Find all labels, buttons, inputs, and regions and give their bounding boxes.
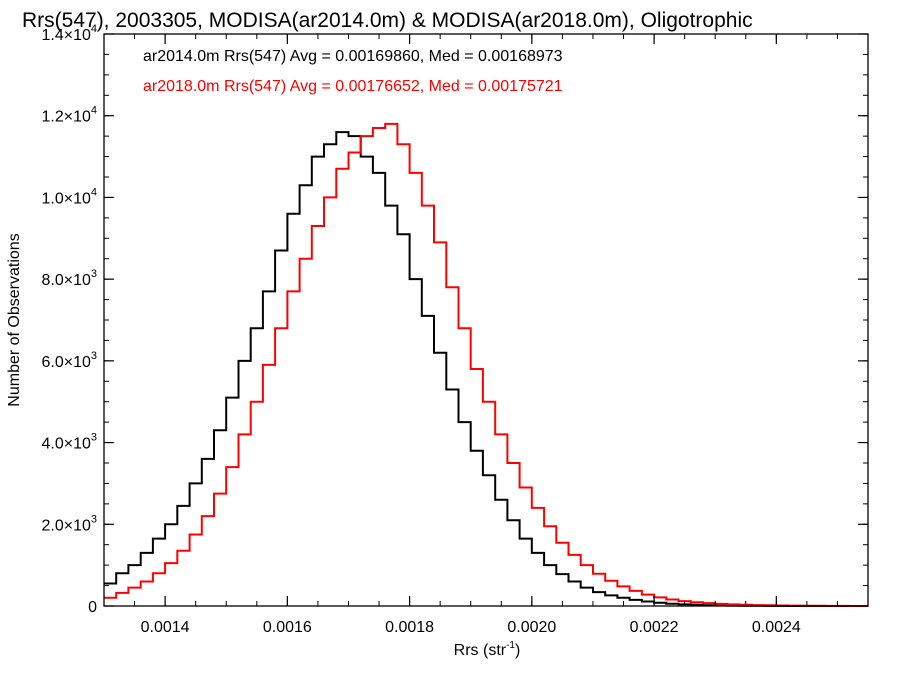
y-tick-label-mantissa: 4.0×10 — [41, 436, 90, 453]
y-tick-label-4: 8.0×103 — [41, 268, 97, 289]
series-line-1 — [104, 122, 868, 607]
annotation-ar2014: ar2014.0m Rrs(547) Avg = 0.00169860, Med… — [143, 48, 563, 65]
annotation-ar2018: ar2018.0m Rrs(547) Avg = 0.00176652, Med… — [143, 78, 563, 95]
y-axis-label: Number of Observations — [6, 233, 23, 406]
y-tick-label-exponent: 3 — [91, 432, 97, 444]
y-tick-label-mantissa: 0 — [88, 599, 97, 616]
y-tick-label-mantissa: 8.0×10 — [41, 272, 90, 289]
y-tick-label-mantissa: 2.0×10 — [41, 517, 90, 534]
y-tick-label-exponent: 4 — [91, 186, 97, 198]
y-tick-label-mantissa: 1.2×10 — [41, 109, 90, 126]
y-tick-label-6: 1.2×104 — [41, 105, 97, 126]
plot-frame — [103, 33, 869, 607]
y-tick-label-0: 0 — [88, 599, 97, 616]
y-tick-label-5: 1.0×104 — [41, 186, 97, 207]
x-tick-label-5: 0.0024 — [752, 619, 801, 636]
chart-title: Rrs(547), 2003305, MODISA(ar2014.0m) & M… — [22, 9, 753, 32]
y-tick-label-mantissa: 1.4×10 — [41, 27, 90, 44]
series-line-0 — [104, 131, 868, 607]
y-tick-label-3: 6.0×103 — [41, 350, 97, 371]
y-tick-label-mantissa: 6.0×10 — [41, 354, 90, 371]
y-tick-label-exponent: 3 — [91, 513, 97, 525]
x-tick-label-1: 0.0016 — [263, 619, 312, 636]
y-tick-label-2: 4.0×103 — [41, 432, 97, 453]
x-axis-label-close: ) — [515, 642, 520, 659]
y-tick-label-mantissa: 1.0×10 — [41, 190, 90, 207]
x-tick-label-0: 0.0014 — [141, 619, 190, 636]
y-tick-label-exponent: 3 — [91, 268, 97, 280]
x-axis-label: Rrs (str-1) — [454, 640, 521, 659]
y-tick-label-exponent: 3 — [91, 350, 97, 362]
x-axis-label-exponent: -1 — [506, 640, 515, 651]
y-tick-label-1: 2.0×103 — [41, 513, 97, 534]
plot-area: 0.0014 0.0016 0.0018 0.0020 0.0022 0.0024 0 2.0… — [41, 23, 869, 636]
y-tick-label-exponent: 4 — [91, 105, 97, 117]
x-axis-label-main: Rrs (str — [454, 642, 507, 659]
x-tick-label-3: 0.0020 — [507, 619, 556, 636]
y-tick-label-7: 1.4×104 — [41, 23, 97, 44]
x-tick-label-4: 0.0022 — [630, 619, 679, 636]
y-tick-label-exponent: 4 — [91, 23, 97, 35]
x-tick-label-2: 0.0018 — [385, 619, 434, 636]
